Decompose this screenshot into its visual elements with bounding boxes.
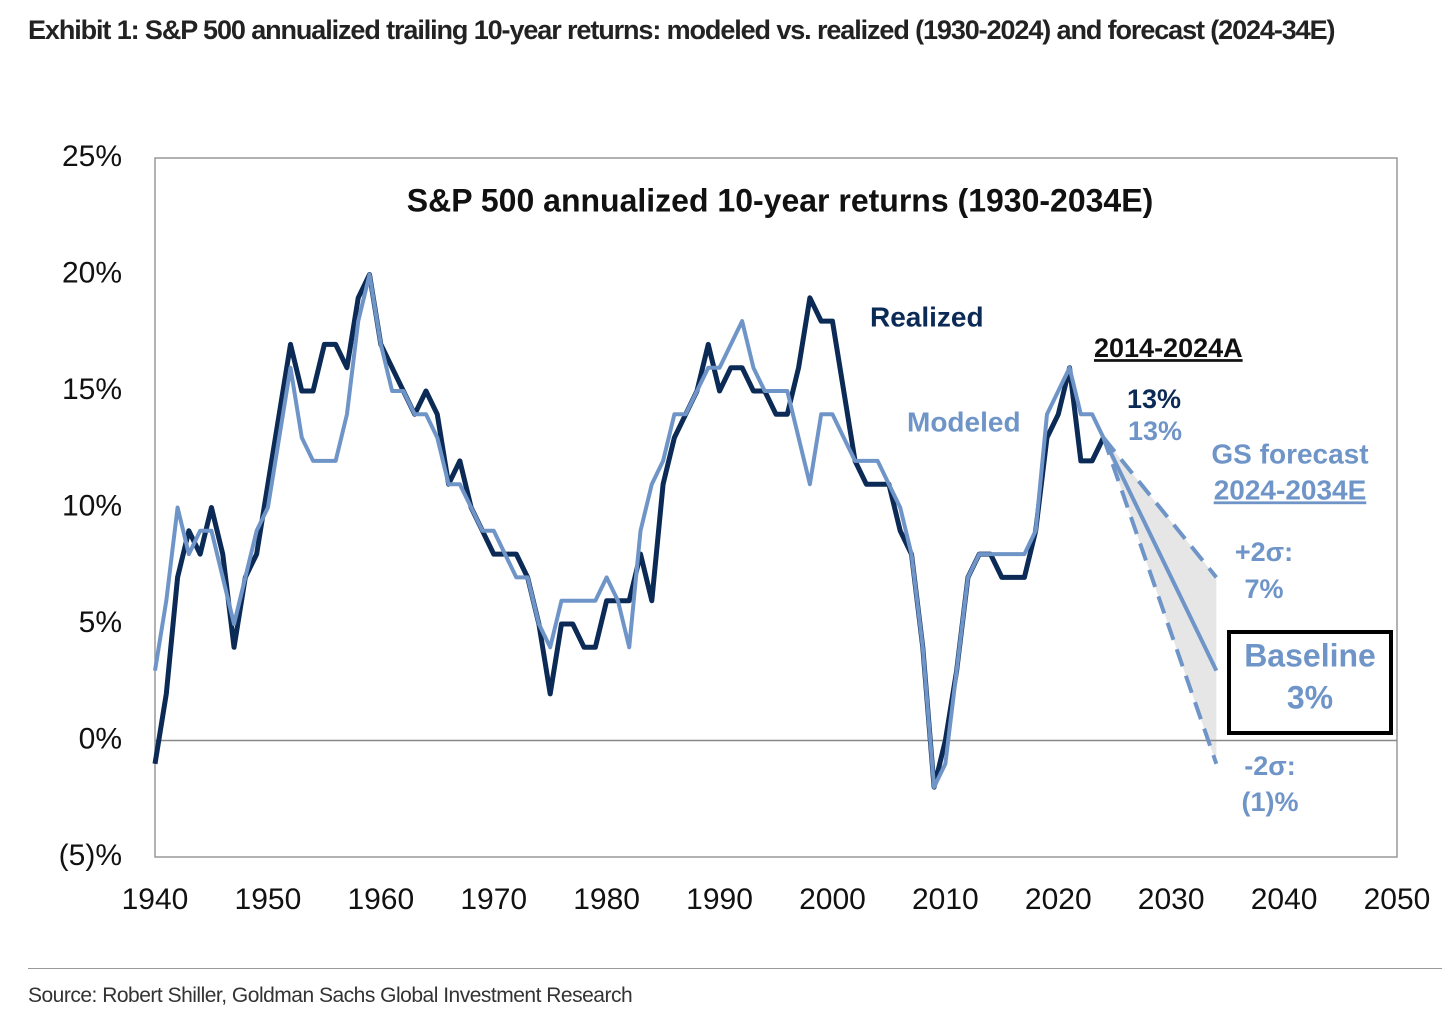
forecast-label: 3% <box>1287 679 1333 715</box>
series-label: Realized <box>870 301 984 332</box>
y-tick-label: (5)% <box>59 839 122 872</box>
y-tick-label: 5% <box>79 606 122 639</box>
forecast-line <box>1101 436 1219 672</box>
annotation: 2014-2024A <box>1094 333 1243 363</box>
x-tick-label: 2000 <box>799 883 866 916</box>
y-tick-label: 15% <box>62 373 122 406</box>
end-label: 13% <box>1128 416 1182 446</box>
x-tick-label: 1940 <box>122 883 189 916</box>
y-tick-label: 0% <box>79 722 122 755</box>
forecast-label: 7% <box>1244 574 1283 604</box>
x-tick-label: 2050 <box>1364 883 1431 916</box>
x-tick-label: 2040 <box>1251 883 1318 916</box>
forecast-name: Baseline <box>1244 637 1376 673</box>
x-tick-label: 2030 <box>1138 883 1205 916</box>
x-tick-label: 1950 <box>235 883 302 916</box>
x-tick-label: 2010 <box>912 883 979 916</box>
forecast-name: -2σ: <box>1244 751 1295 781</box>
chart: S&P 500 annualized 10-year returns (1930… <box>59 140 1431 916</box>
forecast-name: +2σ: <box>1235 537 1293 567</box>
annotation: 2024-2034E <box>1214 474 1367 505</box>
forecast-line <box>1101 436 1218 579</box>
x-tick-label: 1980 <box>573 883 640 916</box>
y-tick-label: 20% <box>62 256 122 289</box>
source: Source: Robert Shiller, Goldman Sachs Gl… <box>28 984 633 1007</box>
chart-title: S&P 500 annualized 10-year returns (1930… <box>407 182 1153 218</box>
x-tick-label: 1990 <box>686 883 753 916</box>
series-line <box>152 272 1106 790</box>
series-label: Modeled <box>907 406 1021 437</box>
forecast-line <box>1101 436 1219 765</box>
x-tick-label: 2020 <box>1025 883 1092 916</box>
baseline-box <box>1227 630 1393 735</box>
series-line <box>153 272 1106 790</box>
exhibit-title: Exhibit 1: S&P 500 annualized trailing 1… <box>28 15 1335 45</box>
end-label: 13% <box>1127 384 1181 414</box>
rule <box>28 968 1442 969</box>
annotation: GS forecast <box>1211 438 1368 469</box>
y-tick-label: 25% <box>62 140 122 173</box>
x-tick-label: 1960 <box>347 883 414 916</box>
y-tick-label: 10% <box>62 489 122 522</box>
x-tick-label: 1970 <box>460 883 527 916</box>
forecast-label: (1)% <box>1241 787 1298 817</box>
plot-frame <box>154 157 1398 858</box>
